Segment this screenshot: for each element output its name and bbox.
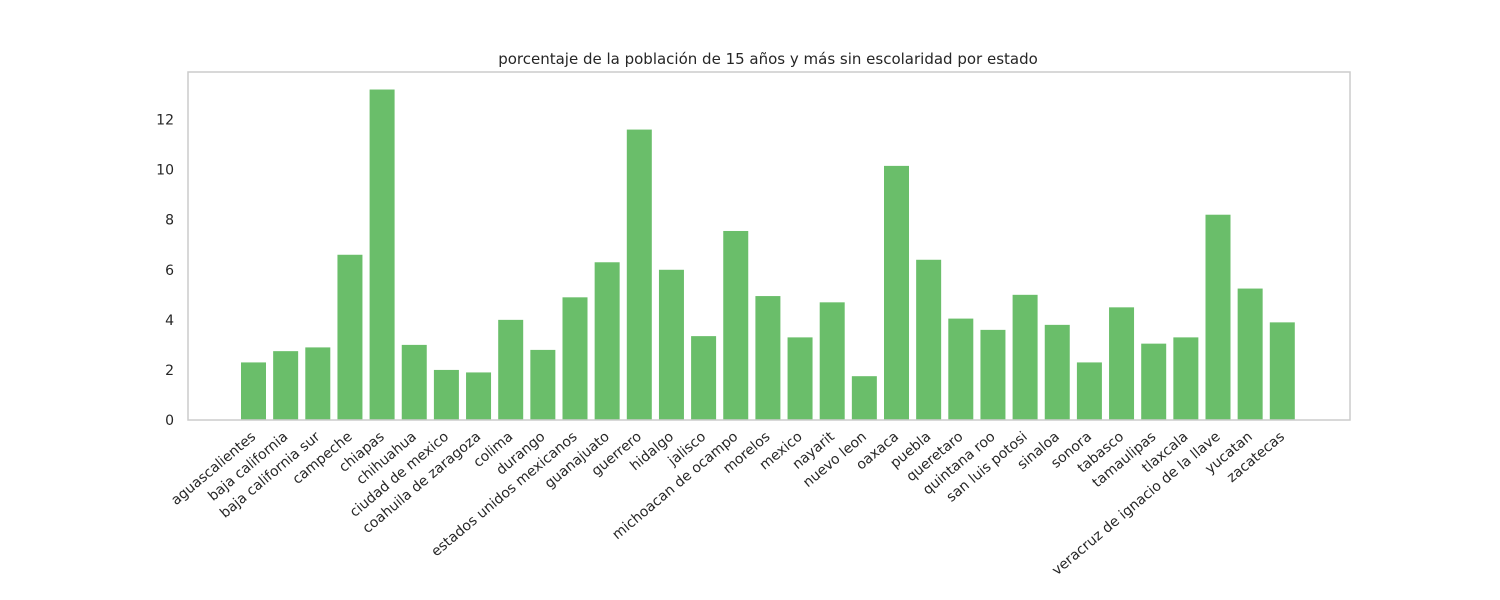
bar-veracruz-de-ignacio-de-la-llave [1205,214,1231,420]
bar-nuevo-leon [851,376,877,420]
bar-oaxaca [884,165,909,420]
bar-guerrero [626,129,652,420]
bar-yucatan [1237,288,1263,420]
bar-michoacan-de-ocampo [723,230,749,420]
y-tick-label: 10 [156,163,174,179]
y-tick-label: 2 [165,363,174,379]
bar-sinaloa [1044,324,1070,420]
bar-tabasco [1109,307,1135,420]
bar-morelos [755,296,781,420]
bar-sonora [1076,362,1102,420]
plot-area-frame [187,71,1351,421]
bar-nayarit [819,302,845,420]
bar-baja-california [273,351,299,420]
bar-quintana-roo [980,329,1006,420]
bar-san-luis-potosi [1012,294,1038,420]
y-tick-label: 6 [165,263,174,279]
bars-group [241,89,1295,420]
y-tick-label: 12 [156,113,174,129]
bar-puebla [916,259,942,420]
bar-ciudad-de-mexico [433,369,459,420]
bar-zacatecas [1269,322,1295,420]
bar-estados-unidos-mexicanos [562,297,588,420]
bar-aguascalientes [241,362,266,420]
bar-chiapas [369,89,395,420]
bar-queretaro [948,318,974,420]
bar-colima [498,319,524,420]
bar-jalisco [691,336,717,420]
bar-mexico [787,337,813,420]
y-tick-label: 4 [165,313,174,329]
y-axis-ticks: 0 2 4 6 8 10 12 [156,113,174,429]
chart-title: porcentaje de la población de 15 años y … [498,50,1038,68]
bar-campeche [337,254,363,420]
bar-chihuahua [401,344,427,420]
bar-tlaxcala [1173,337,1199,420]
bar-tamaulipas [1141,343,1167,420]
bar-baja-california-sur [305,347,331,420]
y-tick-label: 8 [165,213,174,229]
bar-coahuila-de-zaragoza [466,372,492,420]
bar-durango [530,349,556,420]
y-tick-label: 0 [165,413,174,429]
bar-hidalgo [658,269,684,420]
bar-guanajuato [594,262,620,420]
